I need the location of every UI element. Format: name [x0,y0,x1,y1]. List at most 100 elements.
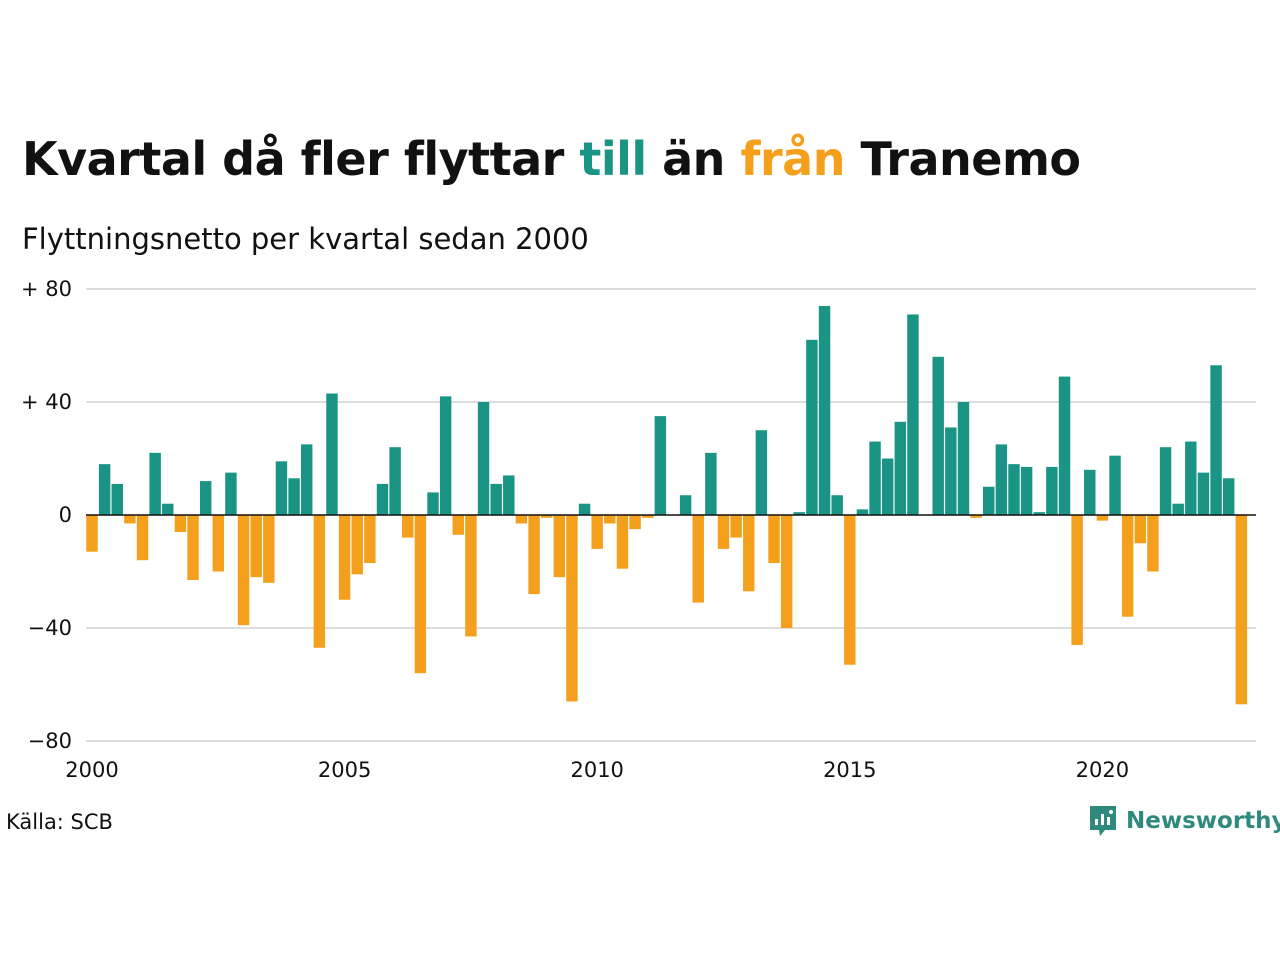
brand-logo: Newsworthy [1088,804,1280,838]
bar [174,515,187,532]
bar [326,393,338,515]
bar [187,515,199,580]
bar [389,447,401,515]
bar [995,444,1008,515]
title-part-1: Kvartal då fler flyttar [22,132,580,186]
bar [604,515,616,524]
bar [1210,365,1222,515]
x-tick-label: 2010 [570,758,623,782]
y-tick-label: + 80 [21,277,72,301]
bar [1147,515,1159,572]
title-part-2: än [646,132,741,186]
x-tick-label: 2000 [65,758,118,782]
bar [263,515,275,583]
bar [1197,472,1210,515]
bar [275,461,288,515]
bar [1071,515,1083,645]
bar [591,515,603,549]
bar [1033,512,1045,515]
bar [351,515,363,575]
bar [452,515,464,535]
bar [427,492,439,515]
bar [566,515,578,702]
bar [376,483,389,515]
bar [540,515,553,518]
y-tick-label: −80 [28,729,72,753]
bar [1058,376,1071,515]
bar [477,402,490,515]
bar [149,452,161,515]
bar [553,515,566,578]
bar [730,515,742,538]
bar [225,472,237,515]
bar [856,509,869,515]
bar [237,515,250,626]
bar [490,483,502,515]
title-part-3: Tranemo [844,132,1081,186]
chart-subtitle: Flyttningsnetto per kvartal sedan 2000 [22,222,589,256]
bar [768,515,780,564]
title-word-till: till [579,132,647,186]
bar [111,483,123,515]
bar [881,458,894,515]
bar [136,515,149,561]
bar [1096,515,1109,521]
bar [957,402,970,515]
bar [1084,469,1096,515]
brand-name: Newsworthy [1126,808,1280,834]
chart-title: Kvartal då fler flyttar till än från Tra… [22,132,1081,186]
bar [465,515,477,637]
bar [1109,455,1121,515]
bar-chart: + 80 + 40 0 −40 −80 2000 2005 2010 2015 2020 [21,277,1256,782]
bar [124,515,136,524]
bar [806,339,818,515]
bar [1134,515,1147,544]
x-tick-label: 2020 [1076,758,1129,782]
bar [1185,441,1197,515]
bar [654,416,667,515]
bar [983,486,995,515]
newsworthy-logo-icon [1090,806,1116,836]
bar [338,515,351,600]
y-tick-label: 0 [59,503,72,527]
y-tick-label: + 40 [21,390,72,414]
bar [528,515,540,595]
bar [755,430,768,515]
bar [364,515,376,564]
bar [642,515,654,518]
bar [970,515,982,518]
bar [250,515,262,578]
bar [869,441,881,515]
bar [1008,464,1020,515]
bar [1159,447,1172,515]
bar [98,464,111,515]
bar [932,356,944,515]
bar [793,512,805,515]
bar [414,515,427,674]
bar [212,515,225,572]
bar [692,515,704,603]
bar [1020,466,1033,515]
bar [1172,503,1184,515]
bar [616,515,629,569]
bar [86,515,98,552]
bar [578,503,591,515]
bar [1046,466,1058,515]
bar [844,515,856,665]
bar [1235,515,1248,705]
bar [831,495,843,515]
bar [743,515,755,592]
x-tick-label: 2015 [823,758,876,782]
bar [402,515,414,538]
title-word-fran: från [740,132,845,186]
bar [300,444,313,515]
bar [288,478,300,515]
bar [705,452,717,515]
bar [780,515,793,628]
bar [818,305,831,515]
bar [894,421,907,515]
bar [679,495,692,515]
source-label: Källa: SCB [6,810,113,834]
bar [629,515,641,530]
y-tick-label: −40 [28,616,72,640]
